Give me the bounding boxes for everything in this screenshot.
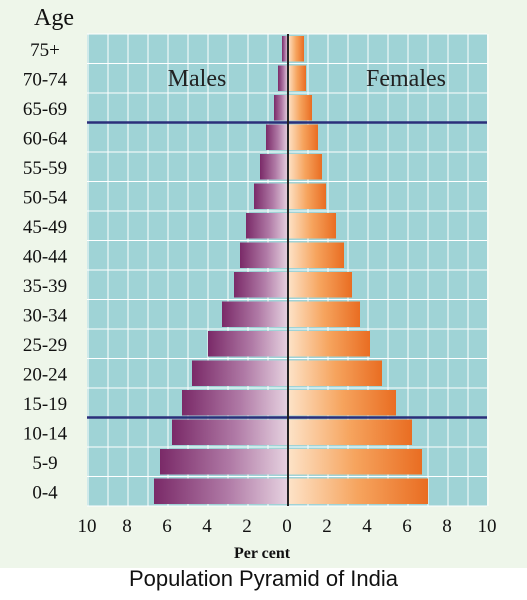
bar-male-70-74 bbox=[278, 65, 288, 91]
y-axis-title: Age bbox=[34, 5, 74, 31]
x-axis-title: Per cent bbox=[234, 545, 291, 562]
bar-male-50-54 bbox=[254, 183, 288, 209]
x-tick-label: 0 bbox=[282, 516, 292, 537]
y-tick-label: 10-14 bbox=[23, 423, 68, 444]
bar-female-75+ bbox=[288, 36, 304, 62]
legend-males: Males bbox=[168, 66, 227, 92]
y-tick-label: 50-54 bbox=[23, 187, 68, 208]
x-tick-label: 10 bbox=[78, 516, 97, 537]
y-tick-label: 45-49 bbox=[23, 217, 67, 238]
bar-female-50-54 bbox=[288, 183, 326, 209]
bar-male-10-14 bbox=[172, 419, 288, 445]
y-tick-label: 30-34 bbox=[23, 305, 68, 326]
bar-male-65-69 bbox=[274, 95, 288, 121]
bar-female-20-24 bbox=[288, 360, 382, 386]
y-tick-label: 5-9 bbox=[32, 453, 57, 474]
labels: 0-4 5-9 10-14 15-19 20-24 25-29 30-34 35-39 40-4… bbox=[23, 40, 497, 537]
bar-male-30-34 bbox=[222, 301, 288, 327]
bar-female-60-64 bbox=[288, 124, 318, 150]
bar-female-35-39 bbox=[288, 272, 352, 298]
y-tick-label: 60-64 bbox=[23, 128, 68, 149]
x-tick-label: 6 bbox=[162, 516, 172, 537]
y-tick-label: 35-39 bbox=[23, 276, 67, 297]
bar-male-20-24 bbox=[192, 360, 288, 386]
bar-female-40-44 bbox=[288, 242, 344, 268]
bar-female-10-14 bbox=[288, 419, 412, 445]
y-tick-label: 25-29 bbox=[23, 335, 67, 356]
x-tick-label: 4 bbox=[202, 516, 212, 537]
bar-female-0-4 bbox=[288, 478, 428, 504]
bar-female-25-29 bbox=[288, 331, 370, 357]
figure-caption: Population Pyramid of India bbox=[128, 566, 399, 591]
y-tick-label: 75+ bbox=[30, 40, 60, 61]
legend-females: Females bbox=[366, 66, 446, 92]
bars bbox=[154, 36, 428, 504]
x-tick-label: 6 bbox=[402, 516, 412, 537]
bar-male-60-64 bbox=[266, 124, 288, 150]
x-tick-label: 8 bbox=[122, 516, 132, 537]
bar-male-45-49 bbox=[246, 213, 288, 239]
x-tick-label: 10 bbox=[478, 516, 497, 537]
bar-female-45-49 bbox=[288, 213, 336, 239]
y-tick-label: 40-44 bbox=[23, 246, 68, 267]
bar-female-70-74 bbox=[288, 65, 306, 91]
x-tick-label: 4 bbox=[362, 516, 372, 537]
bar-female-5-9 bbox=[288, 449, 422, 475]
bar-male-55-59 bbox=[260, 154, 288, 180]
y-tick-label: 20-24 bbox=[23, 364, 68, 385]
y-tick-label: 55-59 bbox=[23, 158, 67, 179]
y-tick-label: 70-74 bbox=[23, 69, 68, 90]
bar-male-40-44 bbox=[240, 242, 288, 268]
bar-male-75+ bbox=[282, 36, 288, 62]
bar-female-55-59 bbox=[288, 154, 322, 180]
bar-female-65-69 bbox=[288, 95, 312, 121]
y-tick-label: 15-19 bbox=[23, 394, 67, 415]
x-tick-label: 8 bbox=[442, 516, 452, 537]
bar-female-15-19 bbox=[288, 390, 396, 416]
bar-male-35-39 bbox=[234, 272, 288, 298]
y-tick-label: 0-4 bbox=[32, 482, 58, 503]
bar-male-15-19 bbox=[182, 390, 288, 416]
bar-male-5-9 bbox=[160, 449, 288, 475]
bar-male-25-29 bbox=[208, 331, 288, 357]
y-tick-label: 65-69 bbox=[23, 99, 67, 120]
population-pyramid-chart: 0-4 5-9 10-14 15-19 20-24 25-29 30-34 35-39 40-4… bbox=[0, 0, 527, 568]
bar-male-0-4 bbox=[154, 478, 288, 504]
bar-female-30-34 bbox=[288, 301, 360, 327]
x-tick-label: 2 bbox=[242, 516, 252, 537]
x-tick-label: 2 bbox=[322, 516, 332, 537]
